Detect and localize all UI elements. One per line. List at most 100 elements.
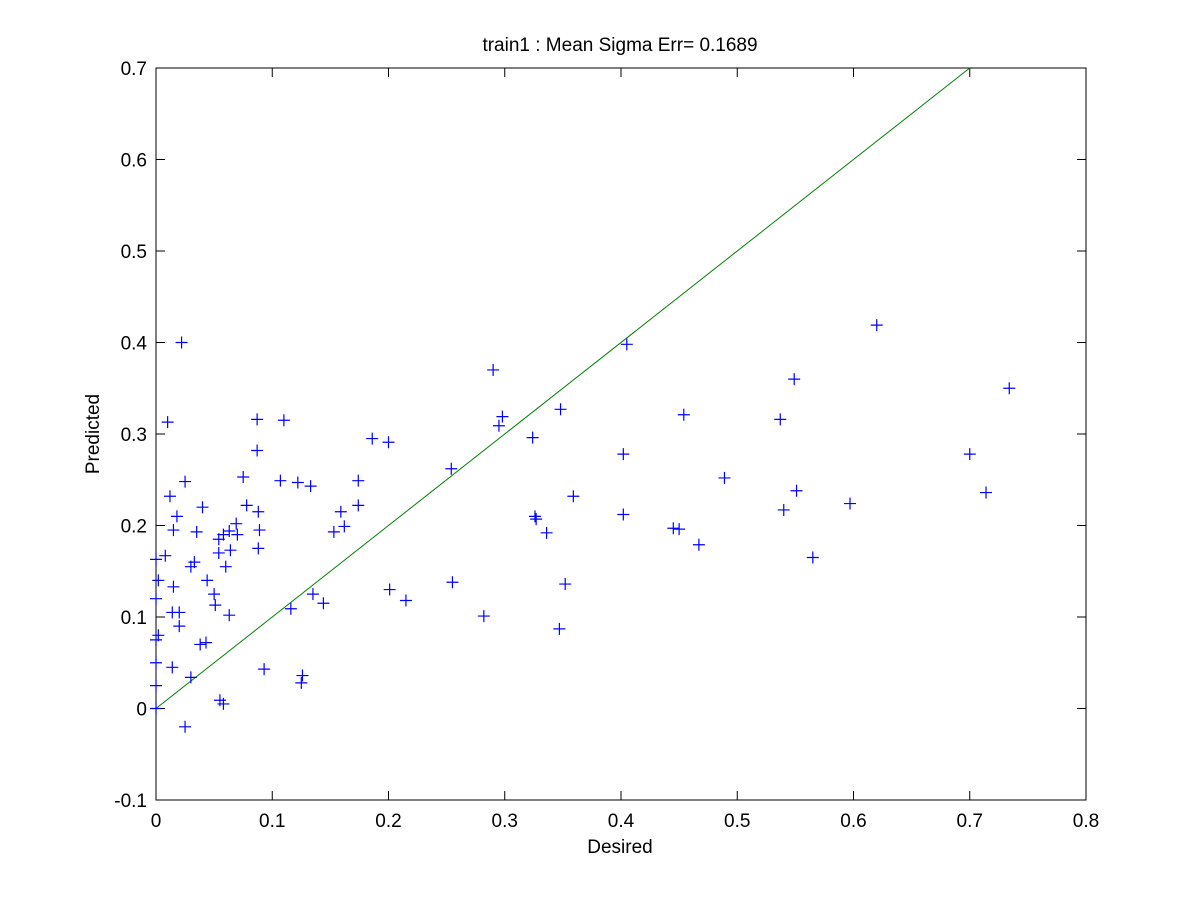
data-point	[492, 419, 505, 432]
data-point	[150, 553, 162, 566]
data-point	[258, 663, 271, 676]
y-tick-label: -0.1	[114, 791, 147, 812]
data-point	[540, 526, 553, 539]
plot-area: 0 0.1 0.2 0.3 0.4 0.5 0.6 0.7 0.8-0.100.10.20.30…	[114, 59, 1099, 832]
chart-title: train1 : Mean Sigma Err= 0.1689	[482, 35, 757, 56]
y-tick-label: 0.5	[121, 242, 147, 263]
data-point	[188, 556, 201, 569]
x-tick-label: 0.2	[375, 811, 401, 832]
data-point	[304, 480, 317, 493]
data-point	[382, 436, 395, 449]
data-point	[366, 432, 379, 445]
data-point	[567, 490, 580, 503]
data-point	[526, 431, 539, 444]
data-point	[240, 499, 253, 512]
data-point	[179, 720, 192, 733]
plot-frame	[155, 67, 1087, 801]
data-point	[223, 609, 236, 622]
data-point	[559, 578, 572, 591]
data-point	[487, 363, 500, 376]
data-point	[223, 524, 236, 537]
data-point	[163, 490, 176, 503]
data-point	[496, 410, 509, 423]
data-point	[617, 448, 630, 461]
y-axis-label: Predicted	[83, 394, 104, 474]
data-point	[446, 576, 459, 589]
data-point	[212, 546, 225, 559]
data-point	[230, 517, 243, 530]
data-point	[399, 594, 412, 607]
x-tick-label: 0.4	[608, 811, 635, 832]
data-point	[352, 474, 365, 487]
y-tick-label: 0.3	[121, 425, 147, 446]
data-point	[553, 622, 566, 635]
data-point	[844, 497, 857, 510]
data-point	[161, 416, 174, 429]
data-point	[184, 671, 197, 684]
data-point	[150, 702, 162, 715]
data-point	[963, 448, 976, 461]
data-point	[338, 520, 351, 533]
data-point	[284, 602, 297, 615]
data-point	[980, 486, 993, 499]
y-tick-label: 0.6	[121, 151, 147, 172]
data-point	[530, 513, 543, 526]
reference-line	[155, 67, 971, 709]
data-point	[790, 484, 803, 497]
data-point	[167, 524, 180, 537]
x-tick-label: 0.5	[724, 811, 750, 832]
data-point	[554, 403, 567, 416]
data-point	[251, 413, 264, 426]
x-axis-label: Desired	[587, 837, 652, 858]
x-tick-label: 0.7	[957, 811, 983, 832]
x-tick-label: 0.1	[259, 811, 285, 832]
data-point	[150, 592, 162, 605]
data-point	[179, 475, 192, 488]
data-point	[237, 471, 250, 484]
data-point	[677, 408, 690, 421]
data-point	[277, 414, 290, 427]
data-point	[150, 656, 162, 669]
data-point	[617, 508, 630, 521]
data-point	[159, 549, 172, 562]
data-point	[209, 599, 222, 612]
data-point	[253, 524, 266, 537]
y-tick-label: 0	[136, 700, 147, 721]
data-point	[445, 462, 458, 475]
data-point	[152, 574, 165, 587]
data-point	[208, 588, 221, 601]
data-point	[170, 510, 183, 523]
data-point	[175, 336, 188, 349]
data-point	[334, 505, 347, 518]
data-point	[327, 525, 340, 538]
data-point	[667, 522, 680, 535]
data-point	[295, 676, 308, 689]
x-tick-label: 0	[151, 811, 162, 832]
x-tick-label: 0.6	[840, 811, 866, 832]
data-point	[673, 523, 686, 536]
data-point	[477, 610, 490, 623]
data-point	[217, 697, 230, 710]
data-point	[252, 505, 265, 518]
data-point	[383, 583, 396, 596]
data-point	[224, 544, 237, 557]
data-point	[296, 669, 309, 682]
data-point	[352, 499, 365, 512]
data-point	[528, 510, 541, 523]
x-tick-label: 0.3	[492, 811, 518, 832]
data-point	[306, 588, 319, 601]
x-tick-label: 0.8	[1073, 811, 1099, 832]
data-point	[150, 679, 162, 692]
data-point	[806, 551, 819, 564]
data-point	[167, 580, 180, 593]
y-tick-label: 0.1	[121, 608, 147, 629]
data-point	[173, 606, 186, 619]
data-point	[291, 476, 304, 489]
y-tick-label: 0.7	[121, 59, 147, 80]
data-point	[777, 503, 790, 516]
data-point	[1003, 382, 1016, 395]
data-point	[692, 538, 705, 551]
data-point	[199, 636, 212, 649]
data-point	[274, 474, 287, 487]
